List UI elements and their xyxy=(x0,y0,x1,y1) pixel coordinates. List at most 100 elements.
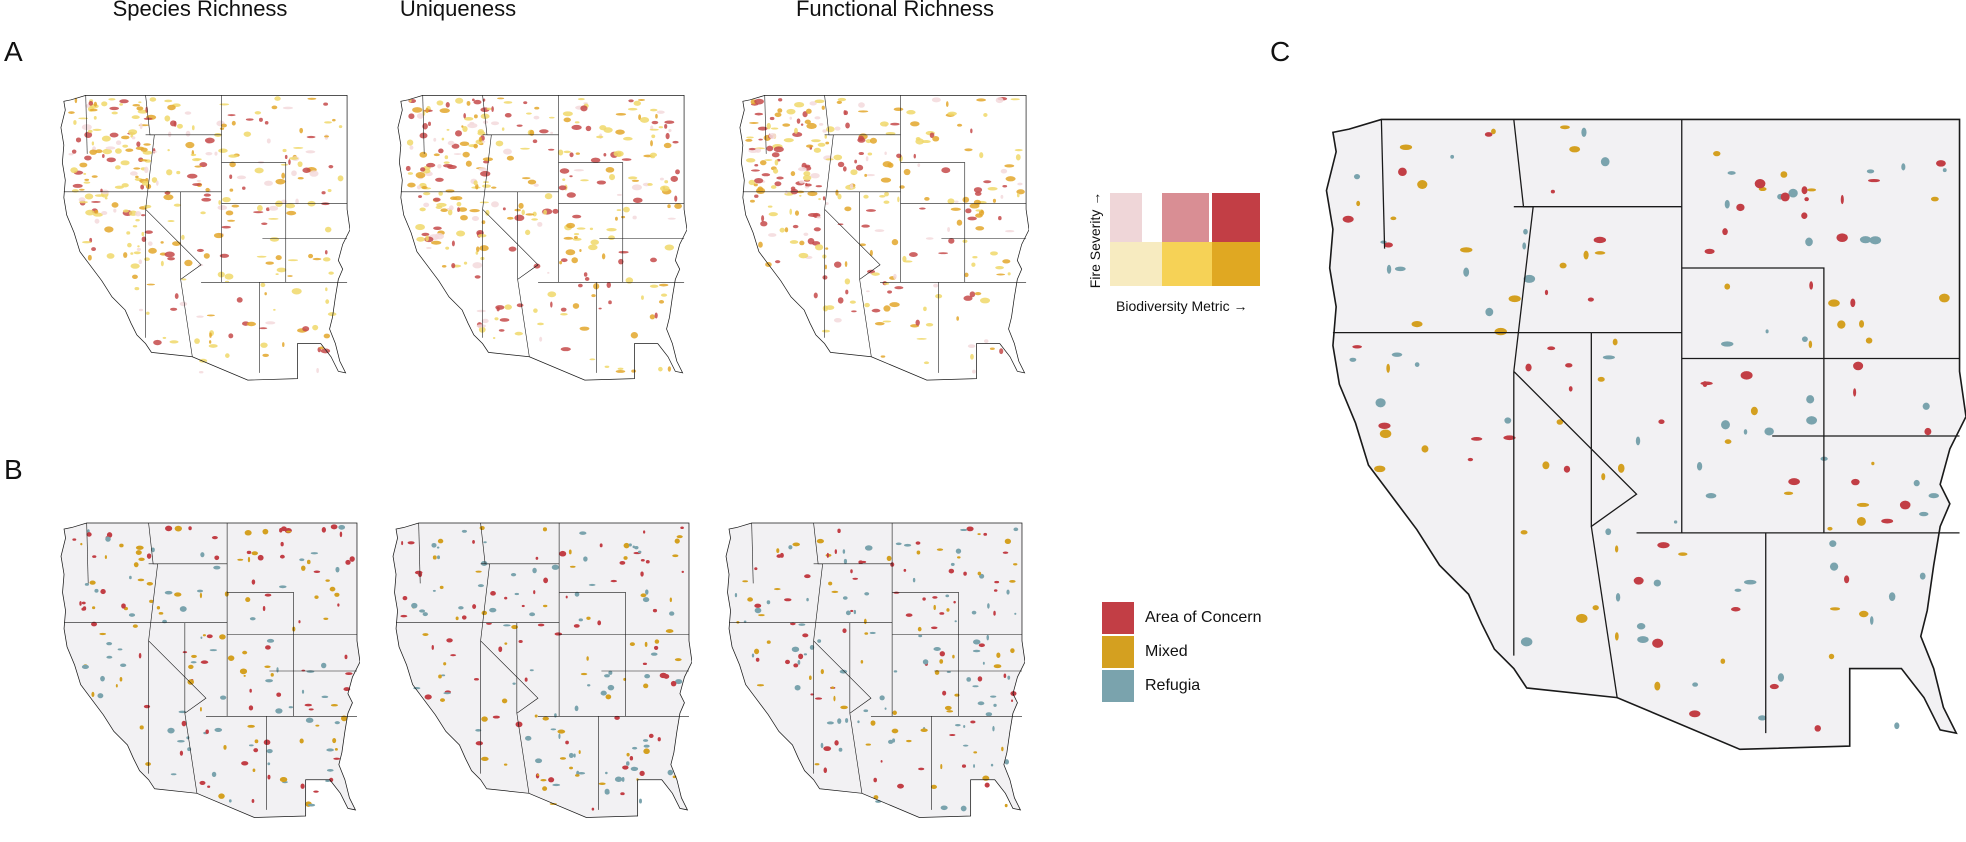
panel-label-b: B xyxy=(4,454,23,485)
heat-patch xyxy=(144,230,153,234)
concern-patch xyxy=(1563,465,1571,473)
heat-patch xyxy=(533,308,538,313)
heat-patch xyxy=(882,320,892,323)
mixed-patch xyxy=(503,763,508,766)
heat-patch xyxy=(176,123,183,129)
mixed-patch xyxy=(623,556,628,560)
refugia-patch xyxy=(100,675,105,682)
refugia-patch xyxy=(1004,759,1009,765)
refugia-patch xyxy=(422,612,428,617)
mixed-patch xyxy=(199,592,203,599)
heat-patch xyxy=(284,154,288,160)
heat-patch xyxy=(804,119,811,125)
heat-patch xyxy=(584,277,590,281)
heat-patch xyxy=(659,177,664,181)
mixed-patch xyxy=(598,782,606,786)
heat-layer xyxy=(745,96,1025,374)
heat-patch xyxy=(844,261,848,267)
concern-patch xyxy=(1689,710,1701,718)
concern-patch xyxy=(333,757,341,760)
heat-patch xyxy=(647,183,653,186)
concern-patch xyxy=(1850,298,1856,308)
refugia-patch xyxy=(842,596,848,600)
heat-patch xyxy=(71,149,77,154)
heat-patch xyxy=(173,203,181,207)
mixed-patch xyxy=(886,555,892,562)
heat-patch xyxy=(863,194,869,199)
refugia-patch xyxy=(419,609,426,613)
heat-patch xyxy=(674,203,682,209)
concern-patch xyxy=(942,690,947,696)
column-title-species-richness: Species Richness xyxy=(112,0,288,21)
refugia-patch xyxy=(1829,540,1837,547)
mixed-patch xyxy=(146,582,154,586)
heat-patch xyxy=(533,115,540,120)
mixed-patch xyxy=(534,714,538,718)
concern-patch xyxy=(802,633,809,638)
heat-patch xyxy=(975,209,982,212)
bivariate-cell-low-high xyxy=(1212,242,1260,286)
heat-patch xyxy=(138,101,142,104)
state-border xyxy=(900,162,966,204)
concern-patch xyxy=(994,580,1000,584)
heat-patch xyxy=(641,295,644,300)
heat-patch xyxy=(663,142,672,149)
heat-patch xyxy=(589,227,594,231)
mixed-patch xyxy=(674,658,682,662)
refugia-patch xyxy=(213,565,221,570)
heat-patch xyxy=(196,179,201,182)
heat-patch xyxy=(814,99,825,104)
heat-patch xyxy=(822,305,829,312)
heat-patch xyxy=(760,221,768,227)
mixed-patch xyxy=(742,580,749,583)
refugia-patch xyxy=(972,639,981,645)
heat-patch xyxy=(205,152,213,156)
heat-patch xyxy=(915,137,921,141)
heat-patch xyxy=(87,129,93,133)
mixed-patch xyxy=(1938,293,1950,303)
heat-patch xyxy=(757,126,768,131)
heat-patch xyxy=(407,182,416,188)
heat-patch xyxy=(562,111,573,117)
concern-patch xyxy=(905,613,913,617)
heat-patch xyxy=(293,146,304,149)
heat-patch xyxy=(616,209,622,212)
heat-patch xyxy=(73,120,77,125)
heat-patch xyxy=(754,112,764,116)
heat-patch xyxy=(160,260,164,267)
heat-patch xyxy=(970,128,973,134)
mixed-patch xyxy=(133,562,139,568)
heat-patch xyxy=(854,159,858,164)
heat-patch xyxy=(87,254,92,261)
heat-patch xyxy=(563,150,571,154)
heat-patch xyxy=(548,116,555,119)
refugia-patch xyxy=(605,771,608,775)
heat-patch xyxy=(231,204,240,208)
refugia-patch xyxy=(1522,242,1527,250)
concern-patch xyxy=(873,777,877,783)
heat-patch xyxy=(492,336,496,340)
heat-patch xyxy=(606,227,617,232)
heat-patch xyxy=(91,247,96,252)
heat-patch xyxy=(627,107,638,111)
refugia-patch xyxy=(987,603,990,609)
state-border xyxy=(559,592,626,635)
concern-patch xyxy=(645,559,650,564)
mixed-patch xyxy=(1390,216,1397,221)
heat-patch xyxy=(92,212,104,217)
heat-patch xyxy=(164,115,171,122)
heat-patch xyxy=(590,157,601,163)
heat-patch xyxy=(173,120,177,127)
mixed-patch xyxy=(946,608,950,612)
heat-patch xyxy=(308,253,314,259)
refugia-patch xyxy=(97,693,104,699)
heat-patch xyxy=(203,253,210,259)
refugia-patch xyxy=(554,713,557,718)
heat-patch xyxy=(83,181,91,184)
heat-patch xyxy=(268,218,279,220)
heat-patch xyxy=(588,244,598,251)
heat-patch xyxy=(155,180,159,186)
heat-patch xyxy=(471,216,480,222)
heat-patch xyxy=(459,141,470,146)
mixed-patch xyxy=(940,763,943,770)
